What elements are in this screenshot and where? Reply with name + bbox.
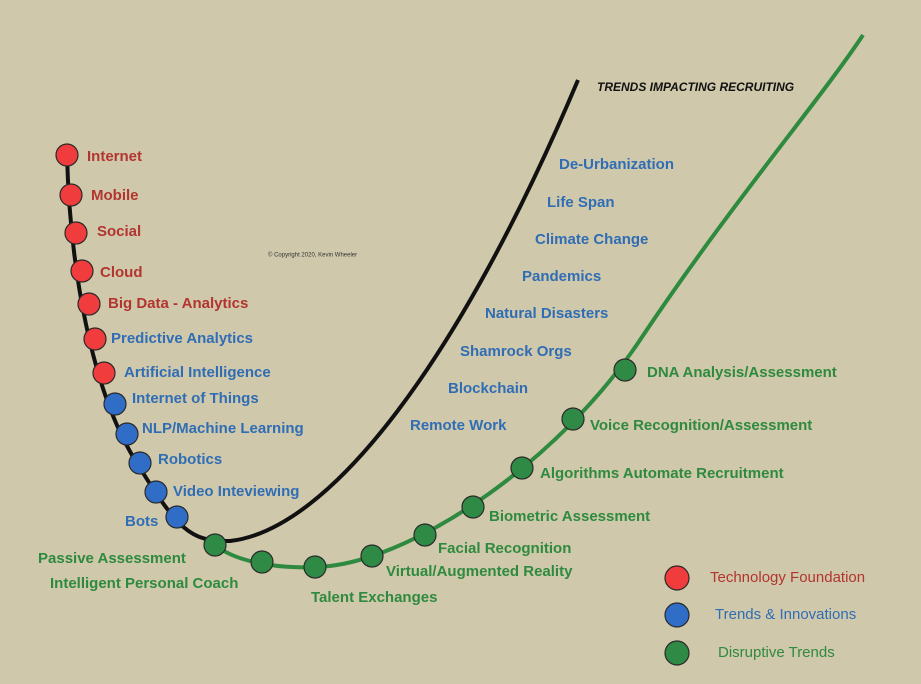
node <box>303 555 327 579</box>
node-label: DNA Analysis/Assessment <box>647 364 837 381</box>
node-label: Intelligent Personal Coach <box>50 575 238 592</box>
node-label: Social <box>97 223 141 240</box>
node <box>64 221 88 245</box>
node-label: Internet <box>87 148 142 165</box>
node-label: Robotics <box>158 451 222 468</box>
legend-marker <box>664 640 690 666</box>
node-label: Biometric Assessment <box>489 508 650 525</box>
node-label: Video Inteviewing <box>173 483 299 500</box>
node-label: Algorithms Automate Recruitment <box>540 465 784 482</box>
trend-label: Pandemics <box>522 268 601 285</box>
node <box>59 183 83 207</box>
node-label: Bots <box>125 513 158 530</box>
legend-label: Technology Foundation <box>710 569 865 586</box>
node <box>83 327 107 351</box>
trend-label: Climate Change <box>535 231 648 248</box>
node <box>461 495 485 519</box>
legend-marker <box>664 565 690 591</box>
trend-label: Blockchain <box>448 380 528 397</box>
trend-label: De-Urbanization <box>559 156 674 173</box>
node <box>510 456 534 480</box>
node-label: Cloud <box>100 264 143 281</box>
node-label: Predictive Analytics <box>111 330 253 347</box>
node-label: Voice Recognition/Assessment <box>590 417 812 434</box>
legend-marker <box>664 602 690 628</box>
node <box>92 361 116 385</box>
node <box>413 523 437 547</box>
title: TRENDS IMPACTING RECRUITING <box>597 80 794 94</box>
node-label: Artificial Intelligence <box>124 364 271 381</box>
node-label: Internet of Things <box>132 390 259 407</box>
legend-label: Trends & Innovations <box>715 606 856 623</box>
legend-label: Disruptive Trends <box>718 644 835 661</box>
node-label: NLP/Machine Learning <box>142 420 304 437</box>
node <box>144 480 168 504</box>
node-label: Facial Recognition <box>438 540 571 557</box>
green-curve <box>213 33 865 570</box>
trend-label: Natural Disasters <box>485 305 608 322</box>
trend-label: Shamrock Orgs <box>460 343 572 360</box>
node <box>165 505 189 529</box>
node <box>203 533 227 557</box>
node <box>55 143 79 167</box>
node <box>613 358 637 382</box>
node-label: Virtual/Augmented Reality <box>386 563 573 580</box>
node-label: Big Data - Analytics <box>108 295 248 312</box>
node-label: Passive Assessment <box>38 550 186 567</box>
copyright: © Copyright 2020, Kevin Wheeler <box>268 252 357 259</box>
node <box>70 259 94 283</box>
trend-label: Remote Work <box>410 417 507 434</box>
node-label: Talent Exchanges <box>311 589 437 606</box>
node <box>128 451 152 475</box>
trend-label: Life Span <box>547 194 615 211</box>
node <box>561 407 585 431</box>
node <box>103 392 127 416</box>
node-label: Mobile <box>91 187 139 204</box>
node <box>360 544 384 568</box>
node <box>115 422 139 446</box>
node <box>77 292 101 316</box>
node <box>250 550 274 574</box>
